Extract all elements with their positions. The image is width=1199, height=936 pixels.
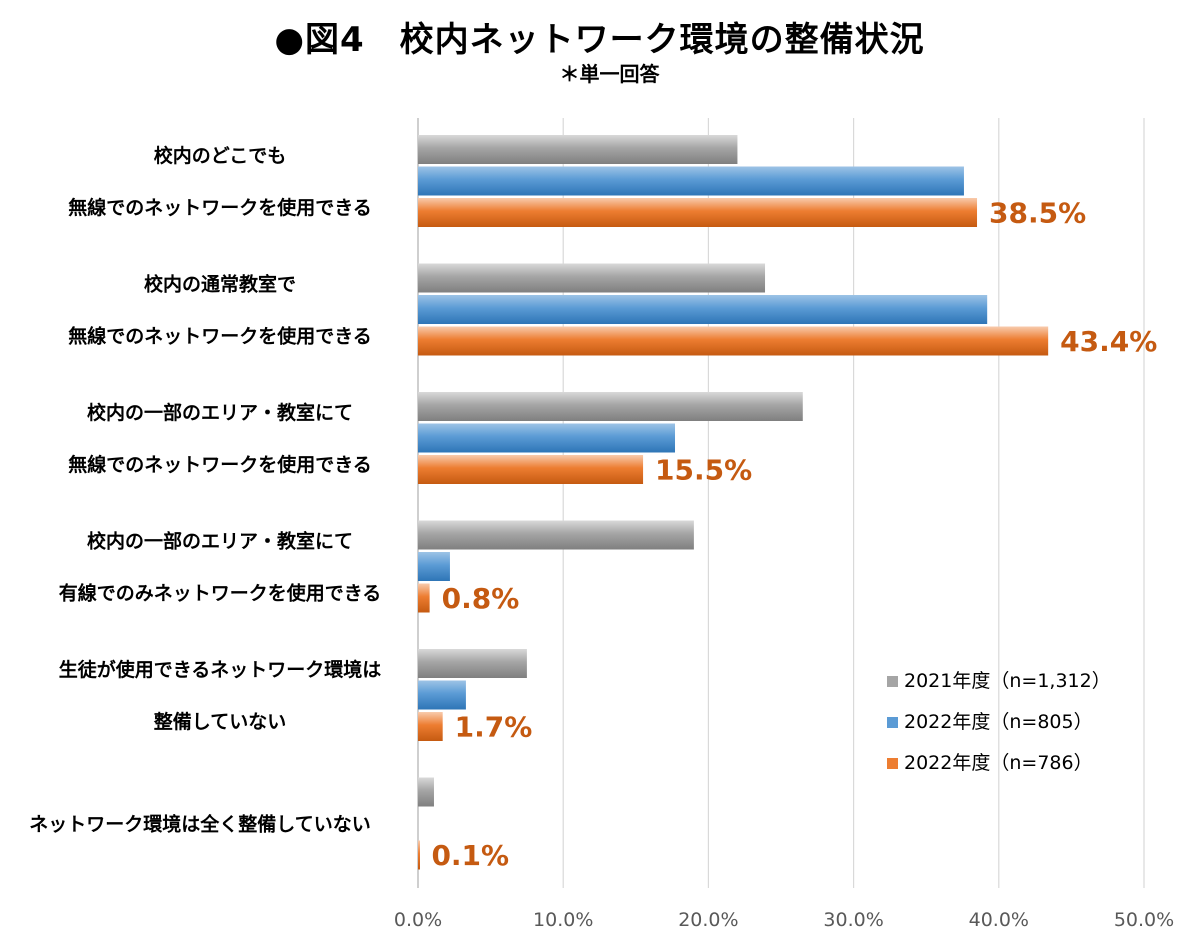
bar-series-1: [418, 520, 694, 550]
legend-entry: 2022年度（n=786）: [904, 752, 1093, 774]
category-label: 校内のどこでも: [154, 144, 286, 167]
data-label: 38.5%: [989, 197, 1086, 230]
bar-series-2: [418, 295, 988, 324]
category-label: 有線でのみネットワークを使用できる: [59, 582, 382, 605]
data-label: 0.8%: [442, 582, 520, 615]
bar-series-3: [418, 583, 430, 613]
bar-series-3: [418, 840, 420, 870]
category-label: ネットワーク環境は全く整備していない: [29, 813, 370, 836]
x-tick-label: 0.0%: [394, 909, 442, 931]
category-label: 整備していない: [154, 710, 286, 733]
category-label: 無線でのネットワークを使用できる: [68, 325, 372, 348]
bar-series-2: [418, 423, 676, 453]
bar-series-2: [418, 552, 450, 581]
bar-series-1: [418, 777, 434, 807]
category-label: 無線でのネットワークを使用できる: [68, 453, 372, 476]
bar-series-3: [418, 198, 978, 227]
bar-series-1: [418, 263, 766, 293]
bar-series-3: [418, 326, 1049, 356]
bar-series-3: [418, 455, 644, 484]
category-label: 校内の通常教室で: [144, 273, 296, 296]
bar-series-2: [418, 166, 964, 196]
legend-entry: 2021年度（n=1,312）: [904, 670, 1111, 692]
legend-swatch: [887, 758, 898, 769]
x-tick-label: 40.0%: [969, 909, 1029, 931]
data-label: 1.7%: [455, 711, 533, 744]
bar-series-1: [418, 392, 803, 421]
data-label: 43.4%: [1060, 325, 1157, 358]
category-label: 校内の一部のエリア・教室にて: [87, 530, 353, 553]
x-tick-label: 50.0%: [1114, 909, 1174, 931]
legend-swatch: [887, 717, 898, 728]
legend-entry: 2022年度（n=805）: [904, 711, 1093, 733]
x-tick-label: 10.0%: [533, 909, 593, 931]
chart-subtitle: ＊単一回答: [559, 62, 660, 86]
bar-series-3: [418, 712, 443, 741]
data-label: 15.5%: [655, 454, 752, 487]
category-label: 校内の一部のエリア・教室にて: [87, 401, 353, 424]
data-label: 0.1%: [431, 839, 509, 872]
x-tick-label: 20.0%: [678, 909, 738, 931]
x-tick-label: 30.0%: [823, 909, 883, 931]
bar-series-1: [418, 135, 738, 164]
legend-swatch: [887, 676, 898, 687]
category-label: 無線でのネットワークを使用できる: [68, 196, 372, 219]
bar-series-2: [418, 680, 466, 710]
category-label: 生徒が使用できるネットワーク環境は: [59, 658, 382, 681]
chart-title: ●図4 校内ネットワーク環境の整備状況: [274, 20, 925, 60]
bar-series-1: [418, 649, 527, 678]
